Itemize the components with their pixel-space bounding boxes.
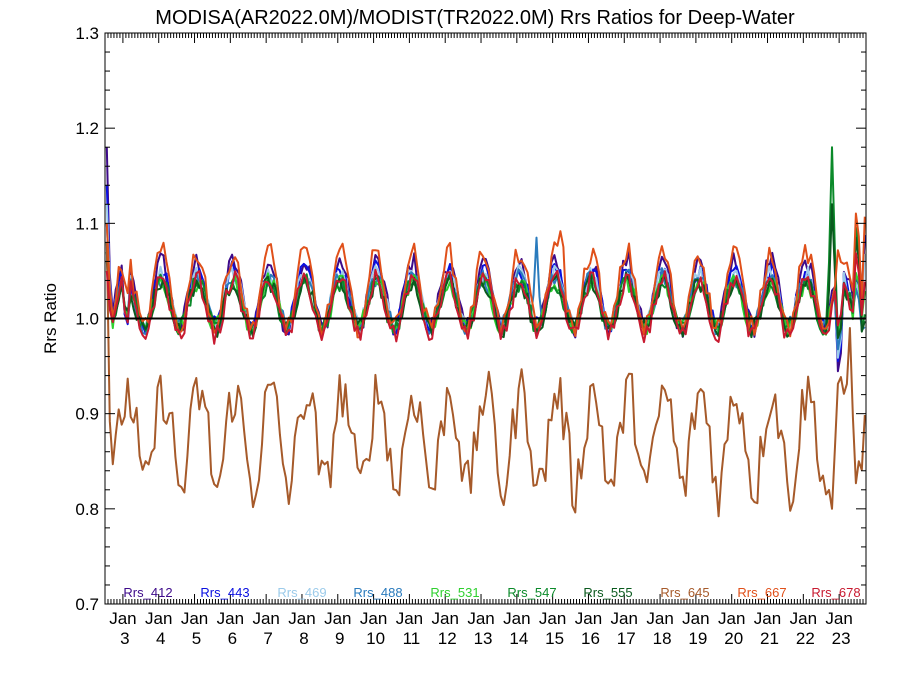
x-tick-label-year: 8 (299, 629, 308, 648)
x-tick-label-year: 18 (653, 629, 672, 648)
y-axis-ticks: 0.7 0.8 0.9 1.0 1.1 1.2 1.3 (75, 24, 866, 614)
x-tick-label-year: 20 (724, 629, 743, 648)
x-tick-label-year: 23 (832, 629, 851, 648)
y-tick-label: 1.3 (75, 24, 99, 43)
legend-entry-rrs-443: Rrs_443 (200, 585, 249, 600)
legend-entry-rrs-547: Rrs_547 (507, 585, 556, 600)
legend-entry-rrs-488: Rrs_488 (353, 585, 402, 600)
series-line-rrs-645 (105, 242, 866, 518)
x-tick-label-month: Jan (252, 609, 279, 628)
x-tick-label-year: 21 (760, 629, 779, 648)
x-tick-label-month: Jan (288, 609, 315, 628)
legend-entry-rrs-555: Rrs_555 (583, 585, 632, 600)
x-tick-label-month: Jan (539, 609, 566, 628)
legend-entry-rrs-412: Rrs_412 (123, 585, 172, 600)
x-tick-label-year: 12 (438, 629, 457, 648)
x-tick-label-year: 17 (617, 629, 636, 648)
x-tick-label-month: Jan (145, 609, 172, 628)
y-tick-label: 0.9 (75, 405, 99, 424)
x-tick-label-month: Jan (754, 609, 781, 628)
series-line-rrs-678 (105, 252, 866, 345)
x-tick-label-month: Jan (432, 609, 459, 628)
x-tick-label-year: 9 (335, 629, 344, 648)
x-tick-label-year: 16 (581, 629, 600, 648)
x-tick-label-month: Jan (360, 609, 387, 628)
x-tick-label-year: 14 (509, 629, 528, 648)
x-tick-label-month: Jan (467, 609, 494, 628)
x-tick-label-year: 3 (120, 629, 129, 648)
series-line-rrs-667 (105, 212, 866, 339)
x-tick-label-month: Jan (503, 609, 530, 628)
x-tick-label-month: Jan (324, 609, 351, 628)
x-tick-label-month: Jan (109, 609, 136, 628)
x-tick-label-month: Jan (575, 609, 602, 628)
x-tick-label-year: 5 (192, 629, 201, 648)
x-tick-label-month: Jan (825, 609, 852, 628)
x-tick-label-year: 4 (156, 629, 165, 648)
x-axis-ticks: Jan3Jan4Jan5Jan6Jan7Jan8Jan9Jan10Jan11Ja… (104, 33, 867, 648)
x-tick-label-year: 15 (545, 629, 564, 648)
x-tick-label-month: Jan (682, 609, 709, 628)
x-tick-label-year: 11 (403, 629, 421, 648)
x-tick-label-year: 19 (688, 629, 707, 648)
x-tick-label-month: Jan (181, 609, 208, 628)
x-tick-label-year: 13 (474, 629, 493, 648)
legend-entry-rrs-645: Rrs_645 (660, 585, 709, 600)
legend-entry-rrs-678: Rrs_678 (811, 585, 860, 600)
y-tick-label: 1.1 (75, 214, 99, 233)
legend-entry-rrs-469: Rrs_469 (277, 585, 326, 600)
legend-entry-rrs-531: Rrs_531 (430, 585, 479, 600)
y-tick-label: 1.0 (75, 310, 99, 329)
x-tick-label-month: Jan (217, 609, 244, 628)
legend-entry-rrs-667: Rrs_667 (737, 585, 786, 600)
y-axis-label: Rrs Ratio (41, 283, 60, 354)
chart-title: MODISA(AR2022.0M)/MODIST(TR2022.0M) Rrs … (155, 7, 795, 29)
y-tick-label: 0.8 (75, 500, 99, 519)
x-tick-label-month: Jan (790, 609, 817, 628)
x-tick-label-year: 7 (263, 629, 272, 648)
y-tick-label: 0.7 (75, 595, 99, 614)
x-tick-label-year: 6 (228, 629, 237, 648)
x-tick-label-month: Jan (646, 609, 673, 628)
x-tick-label-month: Jan (396, 609, 423, 628)
series-line-rrs-469 (105, 204, 866, 359)
plot-lines (105, 146, 866, 518)
legend: Rrs_412 Rrs_443 Rrs_469 Rrs_488 Rrs_531 Rrs_5… (123, 585, 860, 600)
x-tick-label-month: Jan (718, 609, 745, 628)
x-tick-label-month: Jan (611, 609, 638, 628)
x-tick-label-year: 22 (796, 629, 815, 648)
y-tick-label: 1.2 (75, 119, 99, 138)
x-tick-label-year: 10 (366, 629, 385, 648)
